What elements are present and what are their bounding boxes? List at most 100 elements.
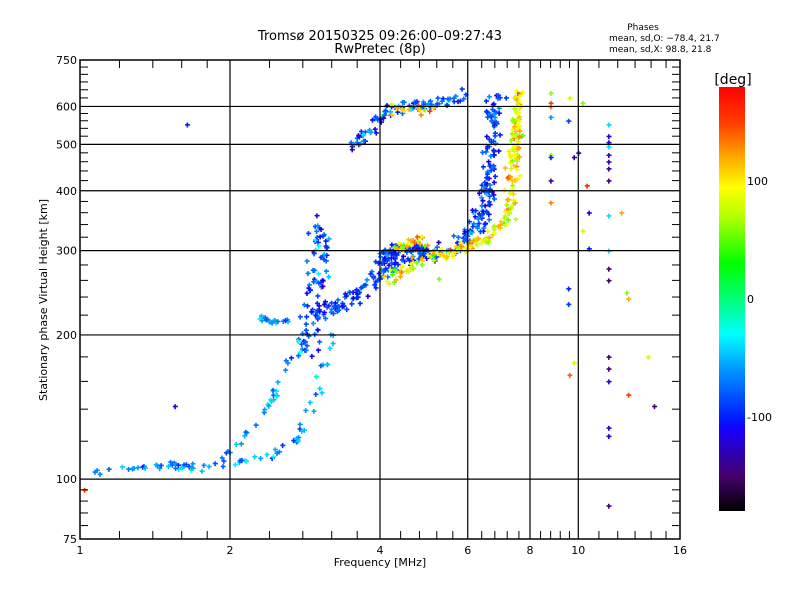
- data-point: [324, 245, 330, 251]
- data-point: [389, 101, 395, 107]
- data-point: [327, 346, 333, 352]
- data-point: [399, 244, 405, 250]
- data-point: [304, 258, 310, 264]
- data-point: [491, 152, 497, 158]
- data-point: [414, 234, 420, 240]
- data-point: [330, 341, 336, 347]
- data-point: [311, 279, 317, 285]
- data-point: [263, 317, 269, 323]
- data-point: [321, 232, 327, 238]
- data-point: [430, 249, 436, 255]
- data-point: [326, 236, 332, 242]
- data-point: [268, 397, 274, 403]
- x-tick-label: 1: [77, 544, 84, 557]
- data-point: [357, 134, 363, 140]
- data-point: [508, 190, 514, 196]
- data-point: [487, 163, 493, 169]
- data-point: [379, 267, 385, 273]
- data-point: [484, 175, 490, 181]
- data-point: [470, 207, 476, 213]
- data-point: [476, 221, 482, 227]
- data-point: [386, 263, 392, 269]
- data-point: [385, 274, 391, 280]
- data-point: [505, 217, 511, 223]
- data-point: [169, 462, 175, 468]
- x-tick-labels: 1 2 4 6 8 10 16: [77, 544, 688, 557]
- data-point: [402, 258, 408, 264]
- data-point: [317, 234, 323, 240]
- data-point: [315, 240, 321, 246]
- data-point: [439, 98, 445, 104]
- y-tick-labels: 75 100 200 300 400 500 600 750: [56, 54, 77, 546]
- data-point: [381, 274, 387, 280]
- data-point: [479, 195, 485, 201]
- data-point: [474, 242, 480, 248]
- data-point: [297, 426, 303, 432]
- data-point: [451, 99, 457, 105]
- data-point: [506, 210, 512, 216]
- data-point: [458, 240, 464, 246]
- data-point: [322, 299, 328, 305]
- data-point: [314, 234, 320, 240]
- data-point: [413, 100, 419, 106]
- data-point: [375, 277, 381, 283]
- data-point: [406, 237, 412, 243]
- data-point: [389, 255, 395, 261]
- data-point: [444, 254, 450, 260]
- data-point: [389, 265, 395, 271]
- data-point: [503, 95, 509, 101]
- data-point: [392, 244, 398, 250]
- colorbar-tick-labels: 100 0 -100: [747, 175, 772, 424]
- data-point: [485, 171, 491, 177]
- data-point: [262, 407, 268, 413]
- data-point: [412, 99, 418, 105]
- data-point: [454, 244, 460, 250]
- data-point: [373, 130, 379, 136]
- data-point: [520, 89, 526, 95]
- data-point: [380, 249, 386, 255]
- data-point: [486, 199, 492, 205]
- data-point: [317, 339, 323, 345]
- data-point: [280, 443, 286, 449]
- data-point: [502, 213, 508, 219]
- data-point: [417, 107, 423, 113]
- data-point: [481, 228, 487, 234]
- data-point: [515, 146, 521, 152]
- data-point: [482, 183, 488, 189]
- data-point: [417, 241, 423, 247]
- data-point: [419, 105, 425, 111]
- data-point: [428, 98, 434, 104]
- data-point: [275, 379, 281, 385]
- data-point: [482, 222, 488, 228]
- axis-ticks: [80, 60, 680, 539]
- data-point: [316, 314, 322, 320]
- data-point: [606, 134, 612, 140]
- data-point: [439, 246, 445, 252]
- data-point: [491, 196, 497, 202]
- data-point: [94, 468, 100, 474]
- data-point: [486, 189, 492, 195]
- data-point: [481, 237, 487, 243]
- data-point: [504, 208, 510, 214]
- data-point: [106, 466, 112, 472]
- data-point: [389, 112, 395, 118]
- data-point: [373, 279, 379, 285]
- x-tick-label: 4: [377, 544, 384, 557]
- data-point: [515, 139, 521, 145]
- data-point: [420, 254, 426, 260]
- data-point: [401, 242, 407, 248]
- data-point: [606, 354, 612, 360]
- data-point: [512, 124, 518, 130]
- data-point: [491, 180, 497, 186]
- data-point: [273, 320, 279, 326]
- data-point: [414, 260, 420, 266]
- data-point: [176, 462, 182, 468]
- data-point: [400, 99, 406, 105]
- data-point: [484, 186, 490, 192]
- data-point: [296, 353, 302, 359]
- data-point: [307, 288, 313, 294]
- data-point: [317, 386, 323, 392]
- data-point: [387, 267, 393, 273]
- data-point: [502, 165, 508, 171]
- data-point: [318, 279, 324, 285]
